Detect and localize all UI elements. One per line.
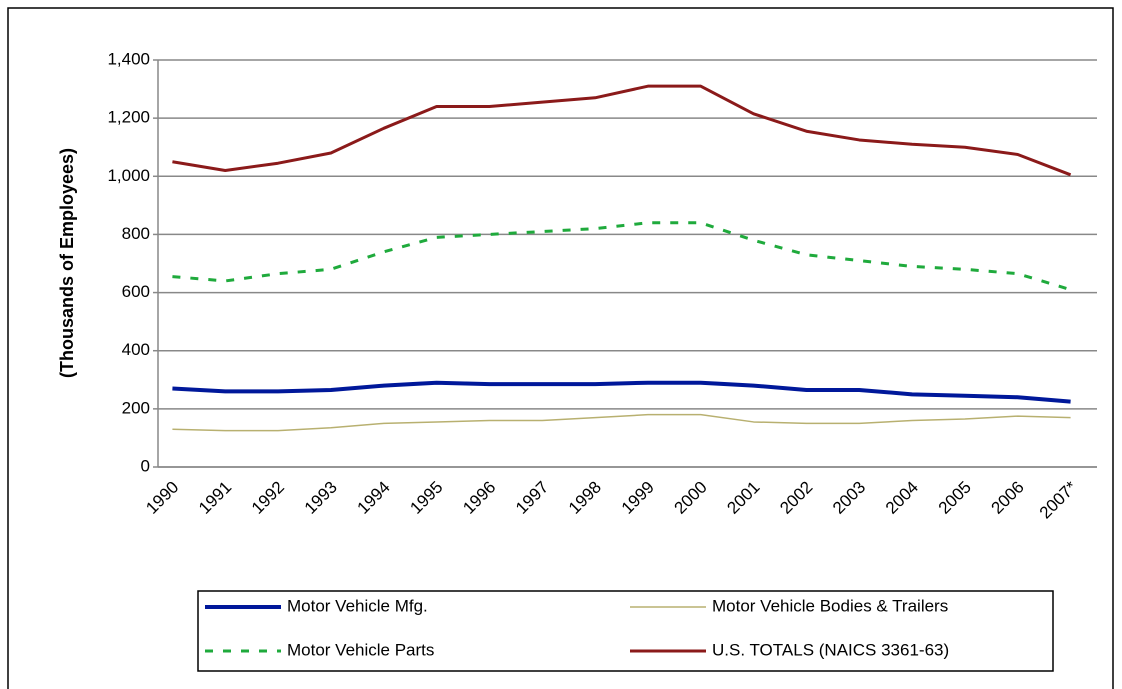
legend-box — [197, 590, 1054, 672]
legend-label: Motor Vehicle Bodies & Trailers — [712, 596, 948, 615]
series-line — [172, 84, 1072, 177]
y-tick-label: 800 — [122, 224, 150, 243]
y-tick-label: 400 — [122, 340, 150, 359]
y-tick-label: 1,000 — [107, 166, 150, 185]
y-tick-label: 1,200 — [107, 108, 150, 127]
legend-label: Motor Vehicle Parts — [287, 640, 434, 659]
legend-label: U.S. TOTALS (NAICS 3361-63) — [712, 640, 949, 659]
y-tick-label: 0 — [141, 456, 150, 475]
y-tick-label: 600 — [122, 282, 150, 301]
legend-label: Motor Vehicle Mfg. — [287, 596, 428, 615]
y-tick-label: 200 — [122, 398, 150, 417]
series-line — [172, 413, 1071, 432]
chart-frame — [7, 7, 1114, 689]
series-line — [172, 380, 1071, 404]
y-axis-label: (Thousands of Employees) — [57, 148, 77, 378]
series-line — [172, 221, 1072, 292]
y-tick-label: 1,400 — [107, 49, 150, 68]
